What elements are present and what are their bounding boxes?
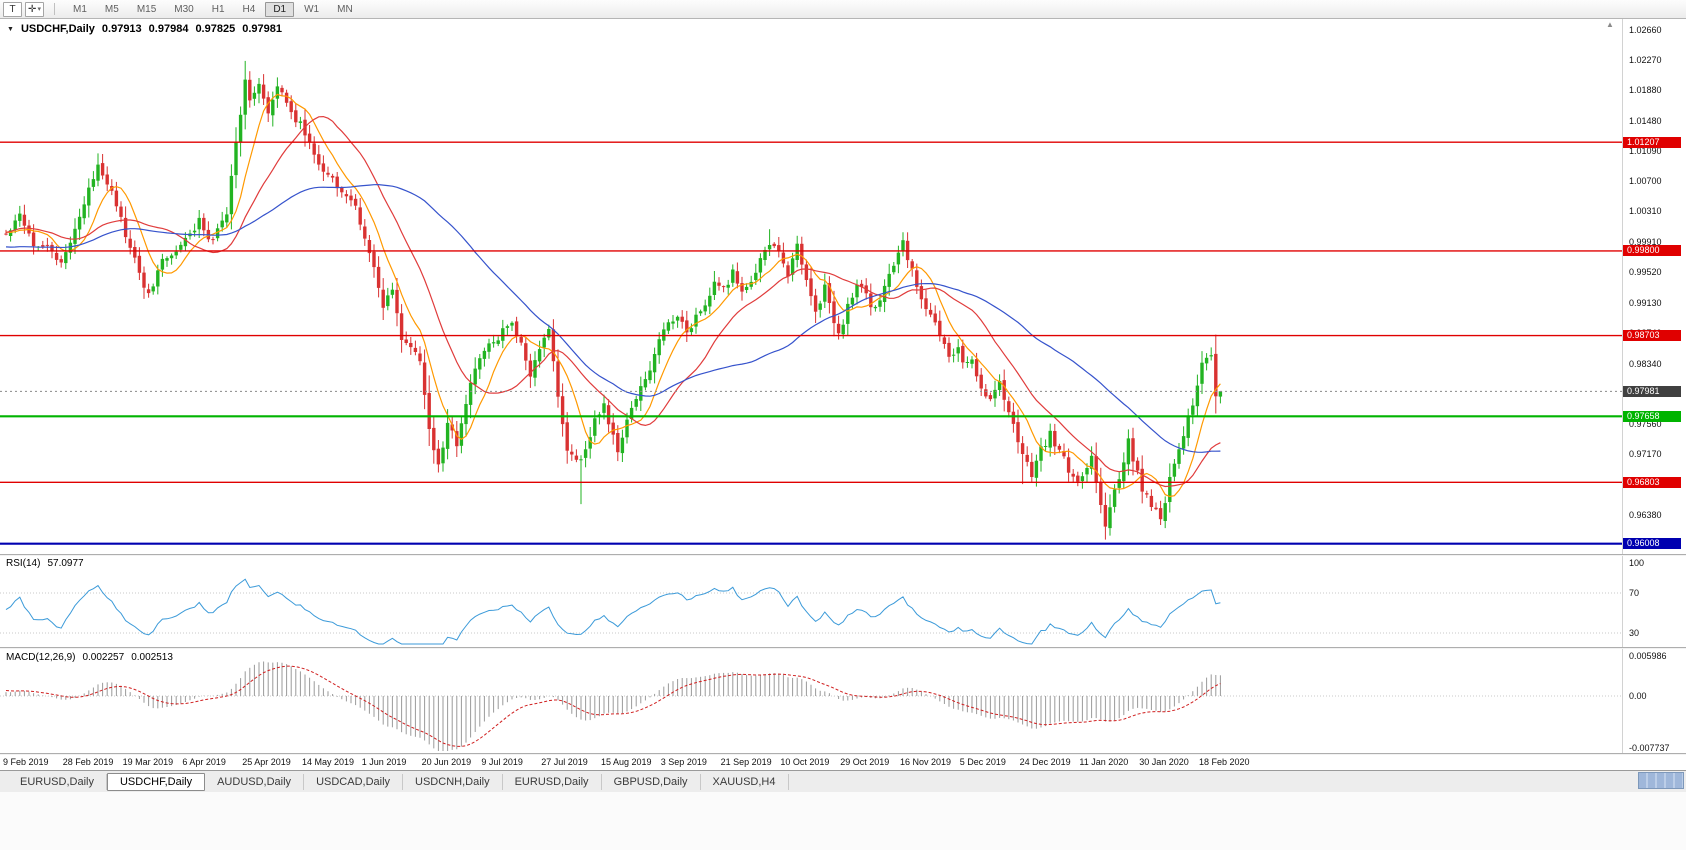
timeframe-button-m5[interactable]: M5 xyxy=(104,3,119,15)
tab-usdcnh-daily[interactable]: USDCNH,Daily xyxy=(403,773,503,790)
panel-splitter[interactable] xyxy=(0,554,1686,556)
chart-toolbar: T ✛ ▾ M1 M5 M15 M30 H1 H4 D1 W1 MN xyxy=(0,0,1686,19)
tab-xauusd-h4[interactable]: XAUUSD,H4 xyxy=(701,773,789,790)
timeframe-button-m30[interactable]: M30 xyxy=(174,3,194,15)
text-tool-label: T xyxy=(9,3,16,15)
rsi-indicator-label: RSI(14) 57.0977 xyxy=(6,558,84,569)
tab-usdchf-daily[interactable]: USDCHF,Daily xyxy=(106,772,206,791)
ma-50-line xyxy=(5,183,1221,453)
scroll-to-end-icon[interactable]: ▲ xyxy=(1606,20,1614,29)
status-area xyxy=(0,792,1686,850)
tab-eurusd-daily[interactable]: EURUSD,Daily xyxy=(8,773,107,790)
macd-indicator-label: MACD(12,26,9) 0.002257 0.002513 xyxy=(6,652,173,663)
ma-8-line xyxy=(5,93,1221,498)
timeframe-button-h4[interactable]: H4 xyxy=(242,3,256,15)
ohlc-high: 0.97984 xyxy=(148,23,189,35)
ohlc-close: 0.97981 xyxy=(242,23,282,35)
collapse-arrow-icon[interactable]: ▼ xyxy=(7,25,14,33)
tab-gbpusd-daily[interactable]: GBPUSD,Daily xyxy=(602,773,701,790)
rsi-name: RSI(14) xyxy=(6,558,41,569)
timeframe-button-d1[interactable]: D1 xyxy=(265,1,295,17)
timeframe-button-mn[interactable]: MN xyxy=(337,3,353,15)
crosshair-icon: ✛ xyxy=(28,3,37,15)
rsi-line xyxy=(5,578,1221,645)
macd-histogram xyxy=(5,661,1221,751)
tab-scrollbar[interactable] xyxy=(1638,772,1684,789)
ohlc-open: 0.97913 xyxy=(101,23,142,35)
chart-tab-bar: EURUSD,Daily USDCHF,Daily AUDUSD,Daily USDC… xyxy=(0,770,1686,792)
chart-title: ▼ USDCHF,Daily 0.97913 0.97984 0.97825 0… xyxy=(7,23,282,35)
macd-signal-line xyxy=(5,665,1221,747)
drawing-tools-button[interactable]: ✛ ▾ xyxy=(25,1,44,17)
panel-splitter[interactable] xyxy=(0,753,1686,755)
timeframe-button-w1[interactable]: W1 xyxy=(304,3,320,15)
candlestick-series xyxy=(4,60,1223,540)
text-tool-button[interactable]: T xyxy=(3,1,22,17)
timeframe-button-group: M1 M5 M15 M30 H1 H4 D1 W1 MN xyxy=(65,1,361,17)
tab-audusd-daily[interactable]: AUDUSD,Daily xyxy=(205,773,305,790)
panel-splitter[interactable] xyxy=(0,647,1686,649)
macd-name: MACD(12,26,9) xyxy=(6,652,76,663)
toolbar-separator xyxy=(54,3,55,15)
macd-main-value: 0.002257 xyxy=(82,652,125,663)
macd-signal-value: 0.002513 xyxy=(131,652,173,663)
tab-usdcad-daily[interactable]: USDCAD,Daily xyxy=(304,773,404,790)
rsi-value: 57.0977 xyxy=(47,558,84,569)
price-axis-separator xyxy=(1622,19,1623,755)
timeframe-button-m15[interactable]: M15 xyxy=(136,3,157,15)
chevron-down-icon: ▾ xyxy=(37,6,41,13)
timeframe-button-m1[interactable]: M1 xyxy=(73,3,87,15)
timeframe-button-h1[interactable]: H1 xyxy=(211,3,225,15)
tab-eurusd-daily[interactable]: EURUSD,Daily xyxy=(503,773,602,790)
chart-symbol-period: USDCHF,Daily xyxy=(20,23,95,35)
ohlc-low: 0.97825 xyxy=(195,23,236,35)
